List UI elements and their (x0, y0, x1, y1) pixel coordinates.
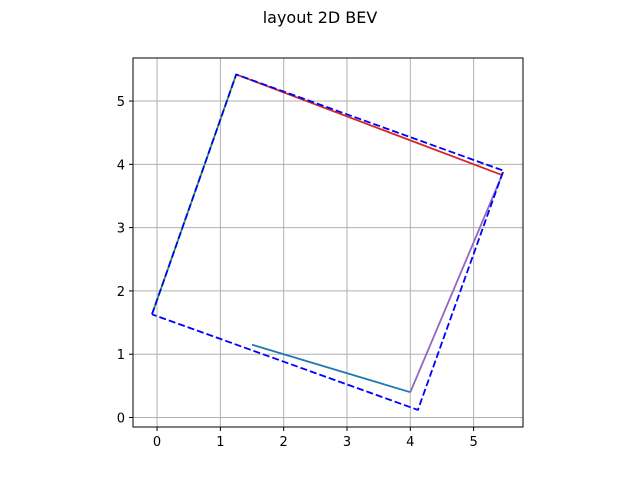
ticks: 0 1 2 3 4 5 0 1 2 3 4 5 (117, 95, 478, 450)
series-group (151, 73, 505, 411)
series-line-4 (151, 73, 505, 411)
y-tick-label: 4 (117, 158, 125, 173)
y-tick-label: 3 (117, 222, 125, 237)
x-tick-label: 2 (280, 435, 288, 450)
y-tick-label: 1 (117, 348, 125, 363)
y-tick-label: 2 (117, 285, 125, 300)
x-tick-label: 5 (469, 435, 477, 450)
y-tick-label: 0 (117, 412, 125, 427)
chart-title: layout 2D BEV (263, 8, 378, 27)
plot-area (133, 58, 523, 427)
plot-frame (132, 57, 524, 428)
x-tick-label: 0 (153, 435, 161, 450)
x-tick-label: 3 (343, 435, 351, 450)
x-tick-label: 1 (216, 435, 224, 450)
series-line-2 (409, 171, 505, 393)
series-line-0 (251, 343, 411, 394)
y-tick-label: 5 (117, 95, 125, 110)
x-tick-label: 4 (406, 435, 414, 450)
